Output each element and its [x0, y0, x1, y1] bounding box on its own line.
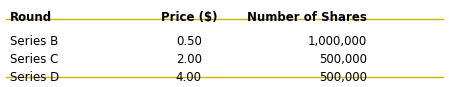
Text: Series B: Series B	[10, 35, 58, 48]
Text: Price ($): Price ($)	[161, 11, 217, 24]
Text: 500,000: 500,000	[319, 71, 367, 84]
Text: Round: Round	[10, 11, 53, 24]
Text: Series D: Series D	[10, 71, 60, 84]
Text: 4.00: 4.00	[176, 71, 202, 84]
Text: 1,000,000: 1,000,000	[308, 35, 367, 48]
Text: Series C: Series C	[10, 53, 59, 66]
Text: 2.00: 2.00	[176, 53, 202, 66]
Text: Number of Shares: Number of Shares	[247, 11, 367, 24]
Text: 500,000: 500,000	[319, 53, 367, 66]
Text: 0.50: 0.50	[176, 35, 202, 48]
